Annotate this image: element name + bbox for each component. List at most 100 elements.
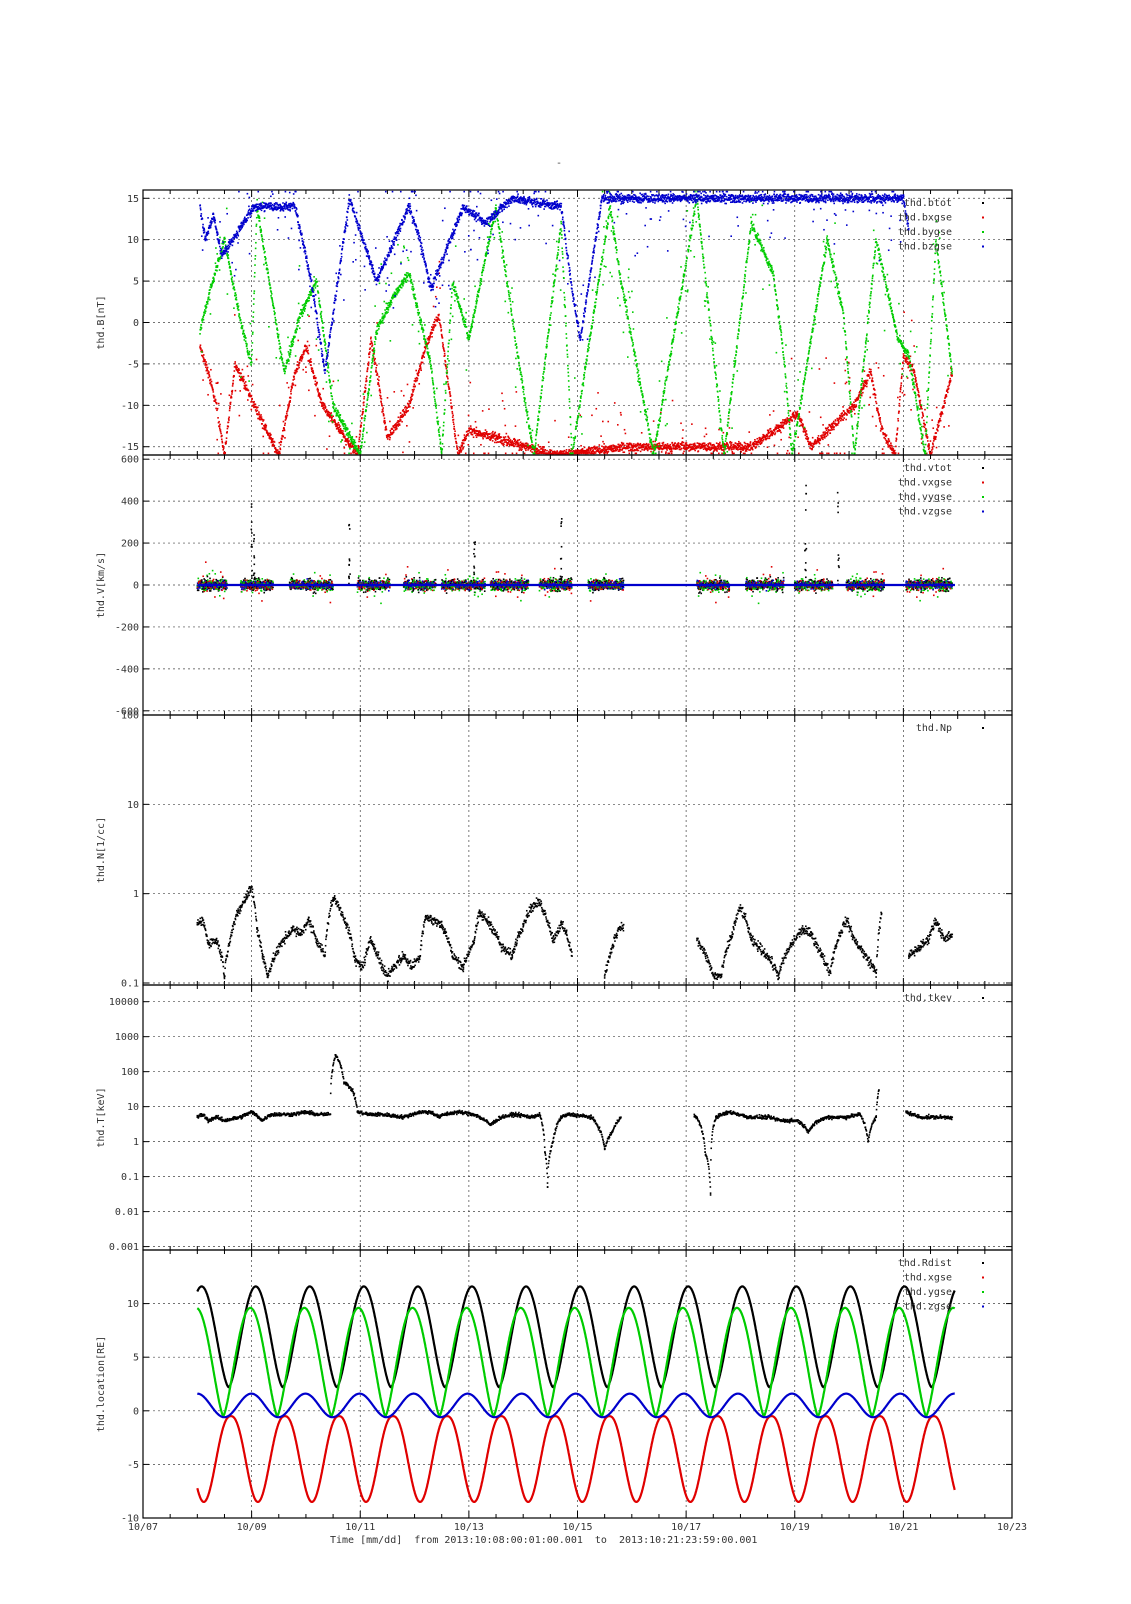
data-point [237, 303, 239, 305]
data-point [259, 226, 261, 228]
data-point [371, 343, 373, 345]
data-point [417, 378, 419, 380]
data-point [355, 450, 357, 452]
data-point [331, 396, 333, 398]
data-point [680, 422, 682, 424]
data-point [759, 437, 761, 439]
data-point [368, 393, 370, 395]
data-point [679, 446, 681, 448]
data-point [299, 265, 301, 267]
data-point [872, 380, 874, 382]
data-point [430, 365, 432, 367]
data-point [365, 390, 367, 392]
data-point [825, 357, 827, 359]
data-point [315, 377, 317, 379]
data-point [538, 449, 540, 451]
data-point [272, 438, 274, 440]
data-point [413, 389, 415, 391]
data-point [450, 395, 452, 397]
data-point [542, 449, 544, 451]
data-point [617, 449, 619, 451]
data-point [289, 400, 291, 402]
data-point [259, 220, 261, 222]
data-point [682, 437, 684, 439]
data-point [855, 404, 857, 406]
data-point [233, 283, 235, 285]
data-point [288, 387, 290, 389]
data-point [828, 444, 830, 446]
data-point [333, 407, 335, 409]
data-point [718, 446, 720, 448]
data-point [757, 444, 759, 446]
data-point [425, 341, 427, 343]
data-point [875, 425, 877, 427]
data-point [496, 435, 498, 437]
data-point [837, 424, 839, 426]
data-point [771, 435, 773, 437]
data-point [246, 348, 248, 350]
data-point [811, 442, 813, 444]
data-point [721, 447, 723, 449]
data-point [490, 233, 492, 235]
data-point [691, 423, 693, 425]
data-point [819, 443, 821, 445]
data-point [373, 347, 375, 349]
data-point [740, 451, 742, 453]
data-point [452, 413, 454, 415]
data-point [313, 276, 315, 278]
data-point [779, 430, 781, 432]
data-point [366, 432, 368, 434]
data-point [326, 381, 328, 383]
data-point [279, 442, 281, 444]
data-point [246, 343, 248, 345]
data-point [718, 453, 720, 455]
data-point [497, 438, 499, 440]
data-point [809, 441, 811, 443]
data-point [283, 365, 285, 367]
data-point [418, 383, 420, 385]
data-point [222, 442, 224, 444]
data-point [393, 430, 395, 432]
data-point [853, 401, 855, 403]
data-point [901, 377, 903, 379]
data-point [834, 453, 836, 455]
data-point [370, 371, 372, 373]
data-point [434, 321, 436, 323]
data-point [253, 401, 255, 403]
data-point [365, 388, 367, 390]
data-point [481, 278, 483, 280]
data-point [410, 277, 412, 279]
data-point [216, 253, 218, 255]
data-point [806, 436, 808, 438]
data-point [625, 433, 627, 435]
data-point [420, 369, 422, 371]
data-point [504, 425, 506, 427]
data-point [365, 384, 367, 386]
data-point [882, 453, 884, 455]
data-point [882, 428, 884, 430]
data-point [408, 259, 410, 261]
data-point [429, 355, 431, 357]
data-point [254, 290, 256, 292]
data-point [216, 403, 218, 405]
data-point [323, 409, 325, 411]
data-point [507, 281, 509, 283]
data-point [899, 391, 901, 393]
data-point [433, 387, 435, 389]
data-point [449, 391, 451, 393]
data-point [238, 315, 240, 317]
data-point [369, 351, 371, 353]
data-point [473, 436, 475, 438]
data-point [499, 236, 501, 238]
data-point [773, 432, 775, 434]
data-point [769, 414, 771, 416]
data-point [379, 283, 381, 285]
data-point [429, 357, 431, 359]
data-point [256, 359, 258, 361]
data-point [384, 315, 386, 317]
data-point [228, 416, 230, 418]
data-point [414, 385, 416, 387]
data-point [492, 431, 494, 433]
data-point [345, 425, 347, 427]
data-point [451, 288, 453, 290]
